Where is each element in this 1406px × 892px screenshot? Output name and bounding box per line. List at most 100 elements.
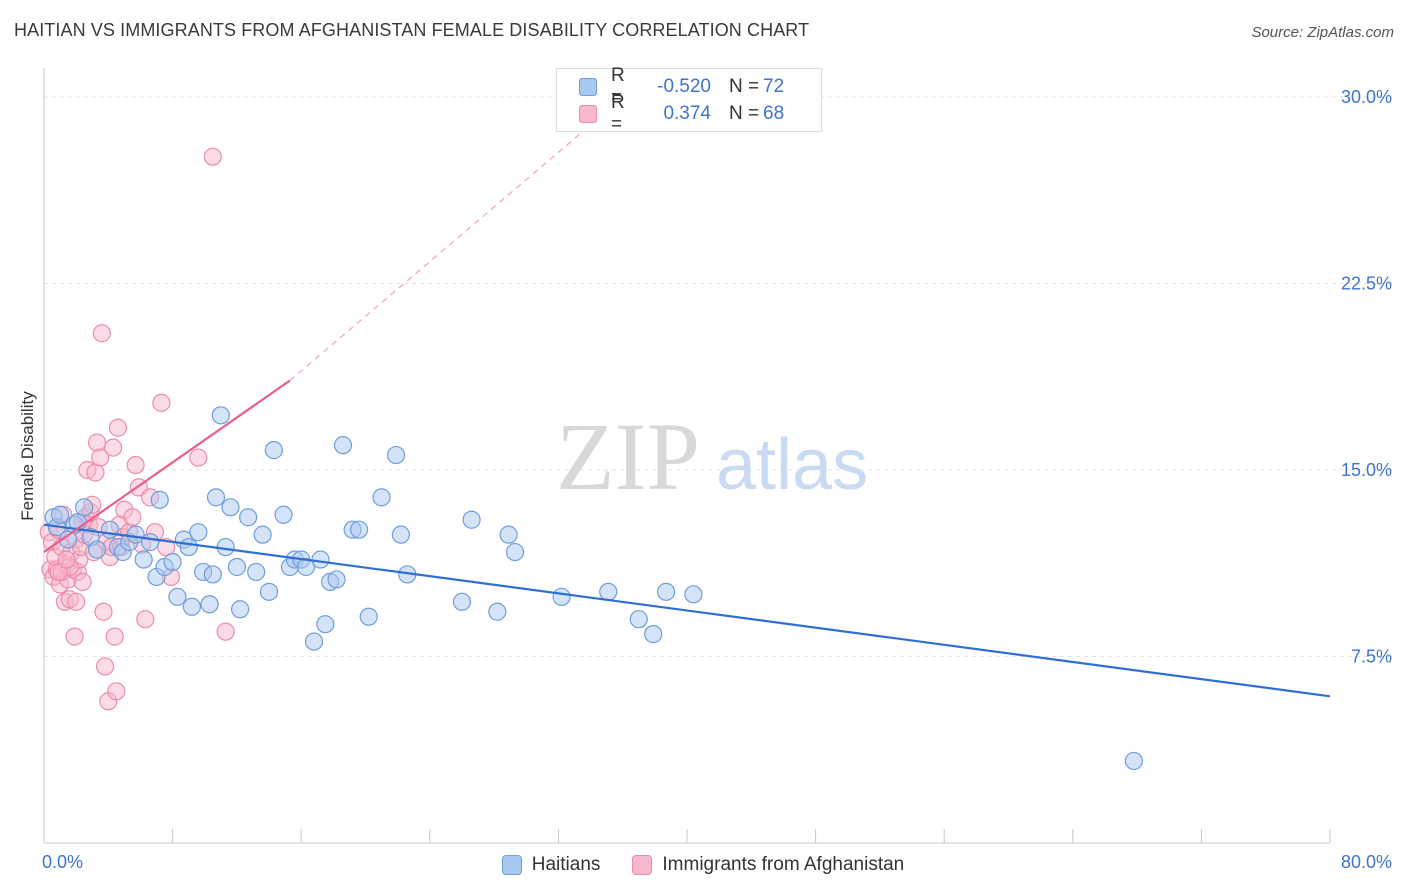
legend-swatch-pink [632,855,653,875]
data-point [57,550,76,569]
data-point [104,438,123,457]
data-point [386,445,406,465]
legend-row-afghanistan: R = 0.374 N = 68 [579,92,785,135]
data-point [91,448,110,467]
data-point [359,607,378,626]
legend-r-label: R = [611,92,625,135]
data-point [311,550,330,569]
trend-line-afghanistan [43,379,291,553]
legend-n-label: N = [729,103,760,124]
legend-n-label: N = [729,76,760,97]
data-point [304,632,324,651]
data-point [87,540,107,559]
watermark-atlas: atlas [716,425,868,505]
y-tick-label: 22.5% [1341,274,1392,294]
data-point [505,542,525,562]
data-point [163,552,182,572]
data-point [499,525,518,544]
legend-row-haitians: R = -0.520 N = 72 [579,65,785,108]
data-point [333,436,353,455]
data-point [274,505,293,524]
trend-lines [43,131,1331,698]
data-point [152,393,171,412]
data-point [247,562,266,582]
data-point [372,488,391,507]
data-point [107,682,126,701]
data-point [50,505,70,524]
legend-swatch-pink [579,105,597,123]
data-point [179,537,198,557]
correlation-legend: R = -0.520 N = 72 R = 0.374 N = 68 [556,65,822,135]
data-point [644,625,663,644]
data-point [488,602,507,621]
data-point [123,508,142,527]
data-point [239,508,258,527]
legend-item-afghanistan: Immigrants from Afghanistan [632,854,904,876]
legend-r-value: -0.520 [657,76,711,97]
series-afghanistan-points [39,147,235,711]
legend-n-value: 68 [763,103,785,124]
data-point [108,418,128,437]
legend-label-afghanistan: Immigrants from Afghanistan [662,854,905,875]
x-tick-max: 80.0% [1340,852,1392,872]
data-point [126,525,145,544]
data-point [316,615,335,634]
data-point [452,592,472,611]
series-legend: Haitians Immigrants from Afghanistan [0,852,1406,878]
y-tick-labels: 7.5% 15.0% 22.5% 30.0% [1341,87,1392,667]
data-point [462,510,481,529]
data-point [221,498,240,517]
data-point [227,557,246,577]
legend-n-value: 72 [763,76,785,97]
data-point [126,455,145,475]
data-point [203,565,222,584]
legend-label-haitians: Haitians [531,854,601,875]
data-point [94,602,113,621]
x-tick-min: 0.0% [42,852,84,872]
data-point [349,520,369,539]
data-point [168,587,187,606]
data-point [189,448,208,467]
data-point [73,572,92,592]
y-tick-label: 7.5% [1351,647,1392,667]
chart-title: HAITIAN VS IMMIGRANTS FROM AFGHANISTAN F… [14,20,810,40]
legend-item-haitians: Haitians [501,854,601,876]
data-point [684,585,703,604]
data-point [92,324,111,343]
data-point [200,595,219,614]
data-point [95,657,115,676]
data-point [140,533,160,552]
data-point [65,627,84,646]
data-point [391,525,410,544]
data-point [216,622,235,641]
data-point [296,557,316,577]
legend-r-label: R = [611,65,625,108]
trend-line-haitians [43,523,1331,698]
source-label: Source: ZipAtlas.com [1251,24,1394,41]
data-point [629,610,648,629]
data-point [136,610,155,629]
data-point [134,550,153,569]
data-point [206,488,226,507]
data-point [1124,751,1143,771]
data-point [67,592,86,611]
data-point [211,406,230,425]
data-point [231,600,250,619]
data-point [599,582,618,601]
data-point [552,587,571,606]
data-point [105,627,124,646]
legend-swatch-blue [501,855,522,875]
trend-extension-afghanistan [289,131,583,381]
data-point [264,441,283,460]
data-point [100,520,120,539]
data-point [189,523,208,542]
data-point [87,433,107,452]
data-point [253,525,272,544]
legend-swatch-blue [579,78,597,96]
y-axis-label: Female Disability [18,391,37,521]
data-point [657,582,676,601]
legend-r-value: 0.374 [663,103,711,124]
grid-lines [44,96,1392,657]
data-point [75,498,94,517]
